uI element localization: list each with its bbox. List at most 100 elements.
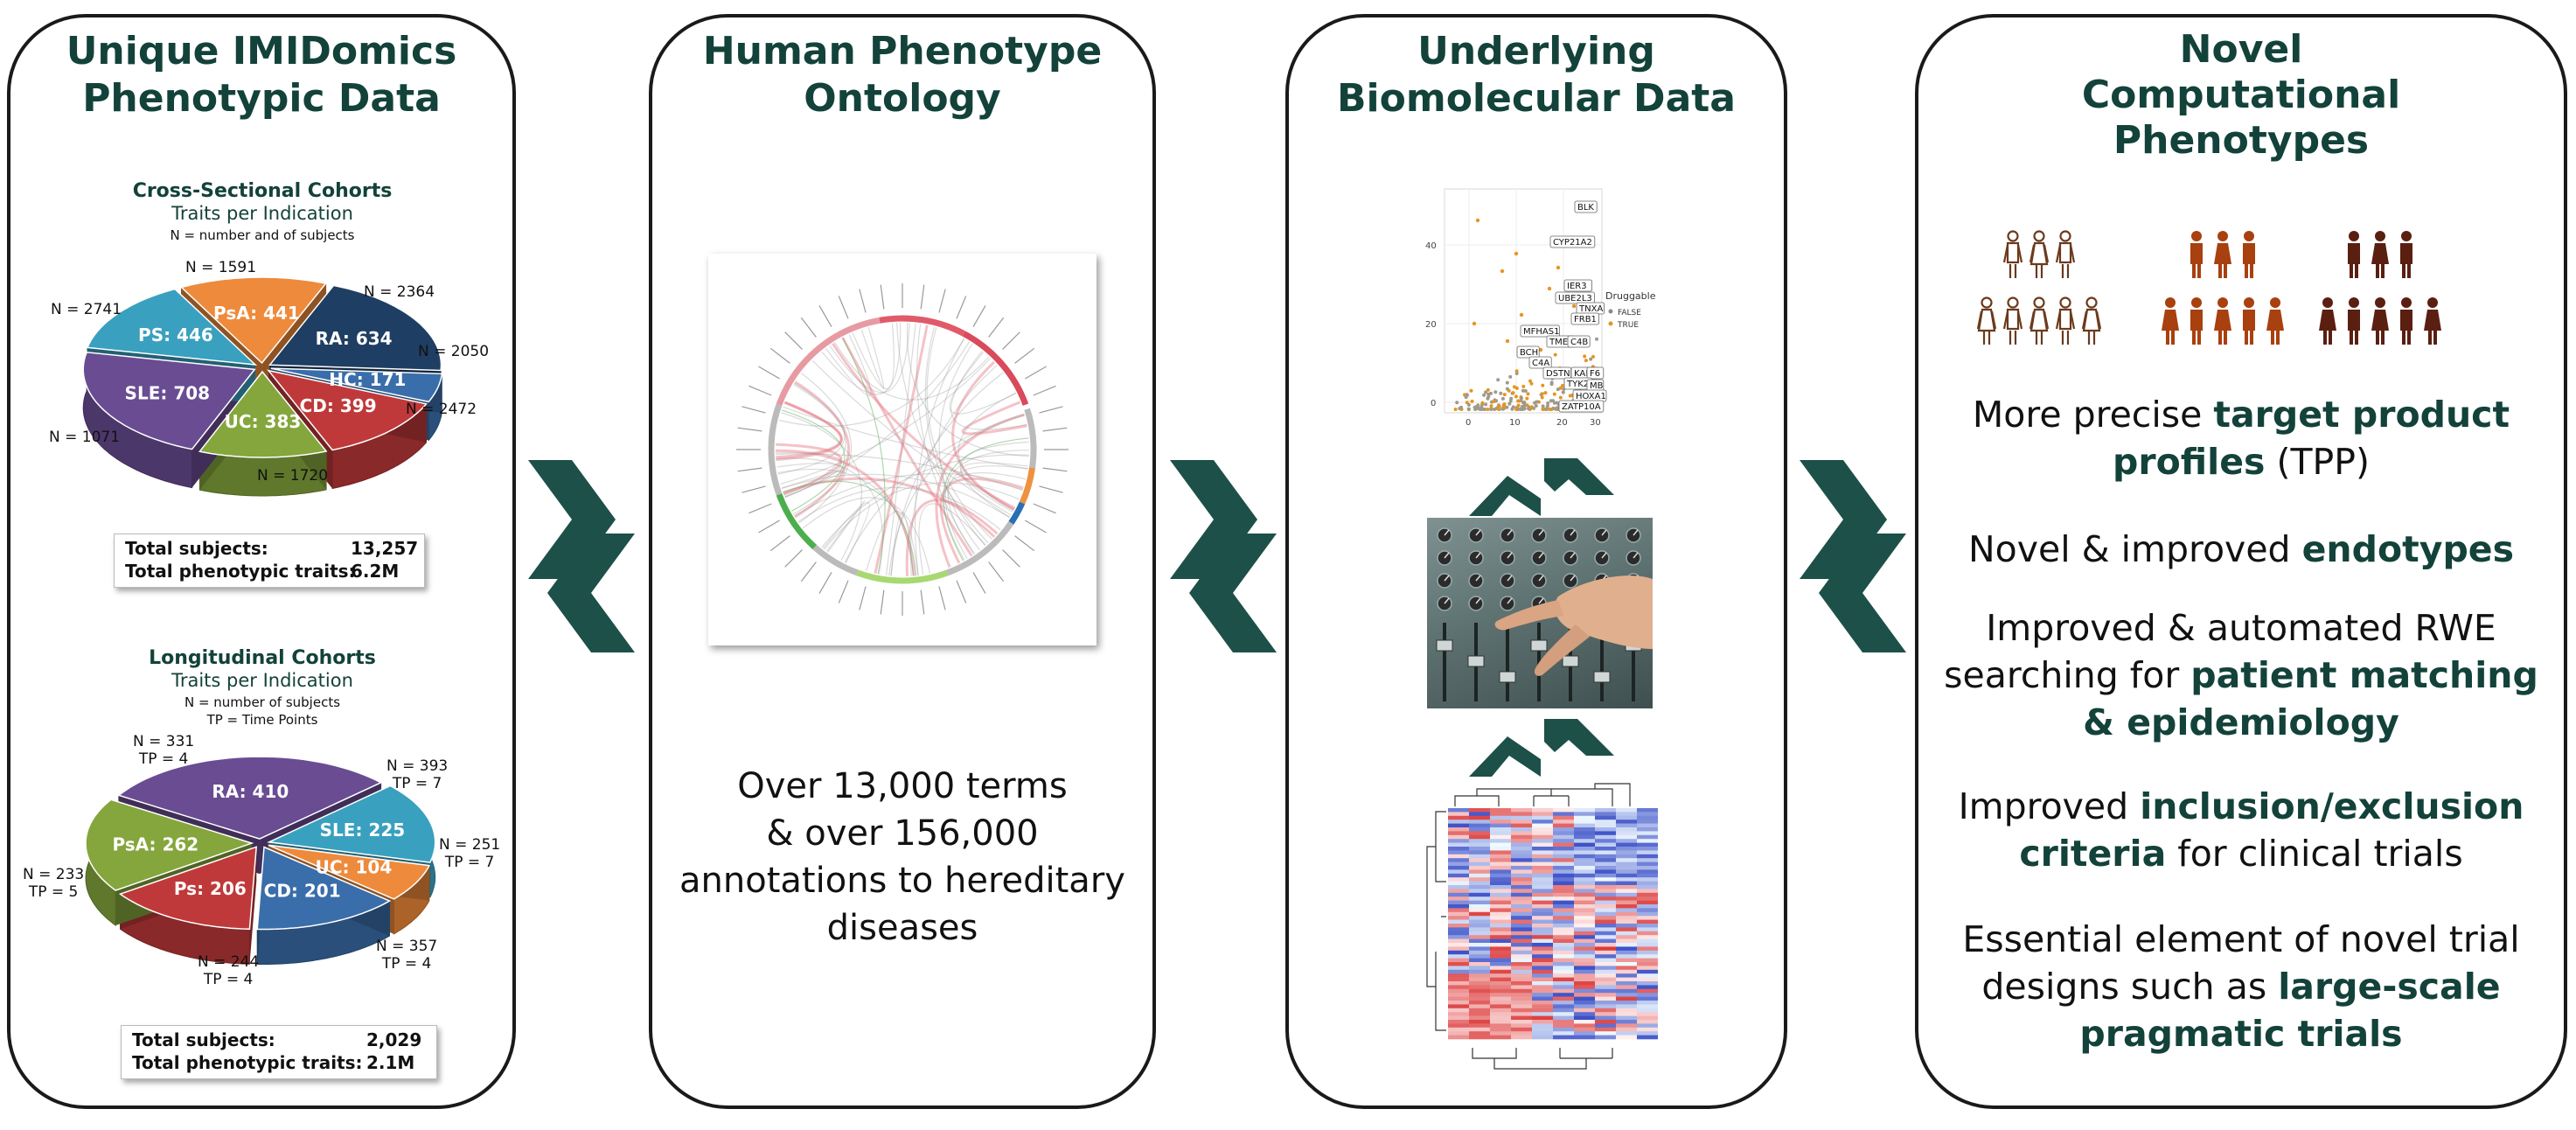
- heatmap-dendrogram: [1426, 811, 1446, 1031]
- volcano-point: [1560, 384, 1564, 387]
- heatmap-cell: [1595, 1023, 1616, 1029]
- heatmap-cell: [1637, 820, 1658, 824]
- longitudinal-title: Longitudinal Cohorts: [149, 647, 376, 669]
- heatmap-cell: [1595, 812, 1616, 817]
- heatmap-cell: [1469, 820, 1490, 824]
- chord-axis-label: [1042, 467, 1068, 472]
- volcano-point: [1527, 407, 1531, 411]
- heatmap-cell: [1490, 996, 1511, 1001]
- volcano-point: [1547, 286, 1552, 291]
- heatmap-cell: [1574, 820, 1595, 824]
- heatmap-cell: [1553, 1027, 1574, 1032]
- heatmap-cell: [1616, 889, 1637, 894]
- heatmap-cell: [1448, 958, 1469, 963]
- chord-link: [822, 501, 870, 564]
- volcano-point: [1543, 391, 1548, 395]
- heatmap-cell: [1616, 877, 1637, 882]
- total-subjects-label: Total subjects:: [132, 1029, 275, 1050]
- heatmap-cell: [1574, 931, 1595, 936]
- chord-link: [896, 323, 989, 544]
- chord-link: [783, 477, 996, 538]
- heatmap-cell: [1574, 885, 1595, 889]
- heatmap-cell: [1595, 869, 1616, 875]
- heatmap-cell: [1469, 985, 1490, 990]
- volcano-point: [1507, 401, 1512, 406]
- heatmap-cell: [1469, 996, 1490, 1001]
- heatmap-cell: [1448, 896, 1469, 901]
- volcano-gene-box: [1549, 235, 1596, 248]
- volcano-point: [1486, 408, 1490, 411]
- heatmap-cell: [1553, 943, 1574, 947]
- heatmap-cell: [1616, 815, 1637, 820]
- chord-axis-label: [1033, 385, 1056, 396]
- heatmap-cell: [1490, 896, 1511, 901]
- volcano-gene-box: [1542, 366, 1572, 380]
- heatmap-cell: [1637, 1023, 1658, 1029]
- heatmap-cell: [1595, 1012, 1616, 1016]
- heatmap-cell: [1469, 815, 1490, 820]
- volcano-point: [1473, 407, 1478, 411]
- female-person-icon: [2319, 297, 2336, 345]
- chord-link: [821, 454, 1029, 548]
- volcano-point: [1470, 399, 1474, 403]
- heatmap-cell: [1595, 958, 1616, 963]
- heatmap-cell: [1637, 946, 1658, 952]
- heatmap-cell: [1448, 823, 1469, 828]
- heatmap-cell: [1490, 815, 1511, 820]
- heatmap-cell: [1553, 962, 1574, 966]
- pie-slice: [198, 370, 328, 458]
- chord-axis-label: [988, 562, 1005, 582]
- heatmap-cell: [1595, 1031, 1616, 1036]
- volcano-y-tick: 0: [1431, 399, 1436, 408]
- heatmap-cell: [1511, 892, 1532, 897]
- chord-link: [926, 327, 992, 541]
- heatmap-cell: [1532, 938, 1553, 944]
- volcano-legend-true: TRUE: [1617, 321, 1639, 330]
- heatmap-cell: [1595, 850, 1616, 855]
- heatmap-cell: [1469, 954, 1490, 959]
- chord-link: [777, 468, 915, 576]
- chord-link: [852, 323, 895, 390]
- heatmap-cell: [1511, 927, 1532, 932]
- heatmap-cell: [1637, 988, 1658, 994]
- heatmap-cell: [1490, 977, 1511, 982]
- longitudinal-totals: Total subjects: 2,029 Total phenotypic tr…: [121, 1025, 437, 1079]
- volcano-point: [1520, 407, 1524, 411]
- volcano-point: [1521, 388, 1525, 393]
- statement-inclusion-2: criteria for clinical trials: [2019, 833, 2463, 875]
- volcano-gene-label: KAP2: [1574, 369, 1597, 379]
- volcano-gene-box: [1528, 356, 1552, 369]
- volcano-point: [1551, 406, 1556, 410]
- heatmap-cell: [1490, 969, 1511, 974]
- chord-link: [841, 337, 973, 557]
- volcano-point: [1529, 381, 1534, 386]
- chord-link: [783, 406, 1028, 470]
- heatmap-cell: [1469, 946, 1490, 952]
- chord-axis-label: [1024, 366, 1047, 380]
- heatmap-cell: [1469, 966, 1490, 971]
- heatmap-cell: [1511, 861, 1532, 867]
- heatmap-cell: [1574, 827, 1595, 832]
- heatmap-cell: [1637, 1015, 1658, 1021]
- heatmap-cell: [1448, 1012, 1469, 1016]
- heatmap-cell: [1595, 877, 1616, 882]
- volcano-point: [1500, 269, 1505, 274]
- heatmap-cell: [1469, 931, 1490, 936]
- heatmap-cell: [1574, 904, 1595, 909]
- volcano-gene-label: TNXA: [1578, 304, 1603, 314]
- heatmap-cell: [1574, 946, 1595, 952]
- volcano-point: [1526, 392, 1530, 396]
- heatmap-cell: [1490, 1023, 1511, 1029]
- heatmap-cell: [1469, 1020, 1490, 1024]
- heatmap-cell: [1616, 938, 1637, 944]
- heatmap-cell: [1448, 943, 1469, 947]
- volcano-point: [1552, 401, 1556, 405]
- volcano-point: [1455, 401, 1459, 405]
- statement-trials: Essential element of novel trial: [1962, 918, 2520, 960]
- chord-axis-label: [1039, 485, 1063, 493]
- heatmap-cell: [1553, 993, 1574, 997]
- volcano-point: [1545, 408, 1549, 411]
- volcano-point: [1549, 380, 1554, 385]
- cross-sectional-note: N = number and of subjects: [170, 227, 355, 243]
- volcano-gene-label: HOXA1: [1576, 392, 1606, 401]
